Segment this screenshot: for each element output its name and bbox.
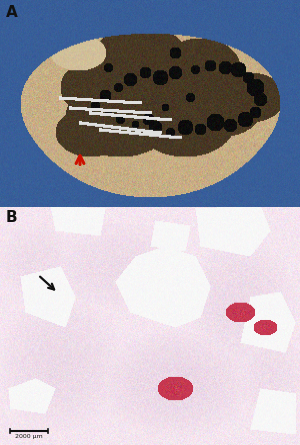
Text: 2000 μm: 2000 μm (15, 434, 43, 439)
Text: A: A (6, 5, 18, 20)
Text: B: B (6, 210, 18, 225)
